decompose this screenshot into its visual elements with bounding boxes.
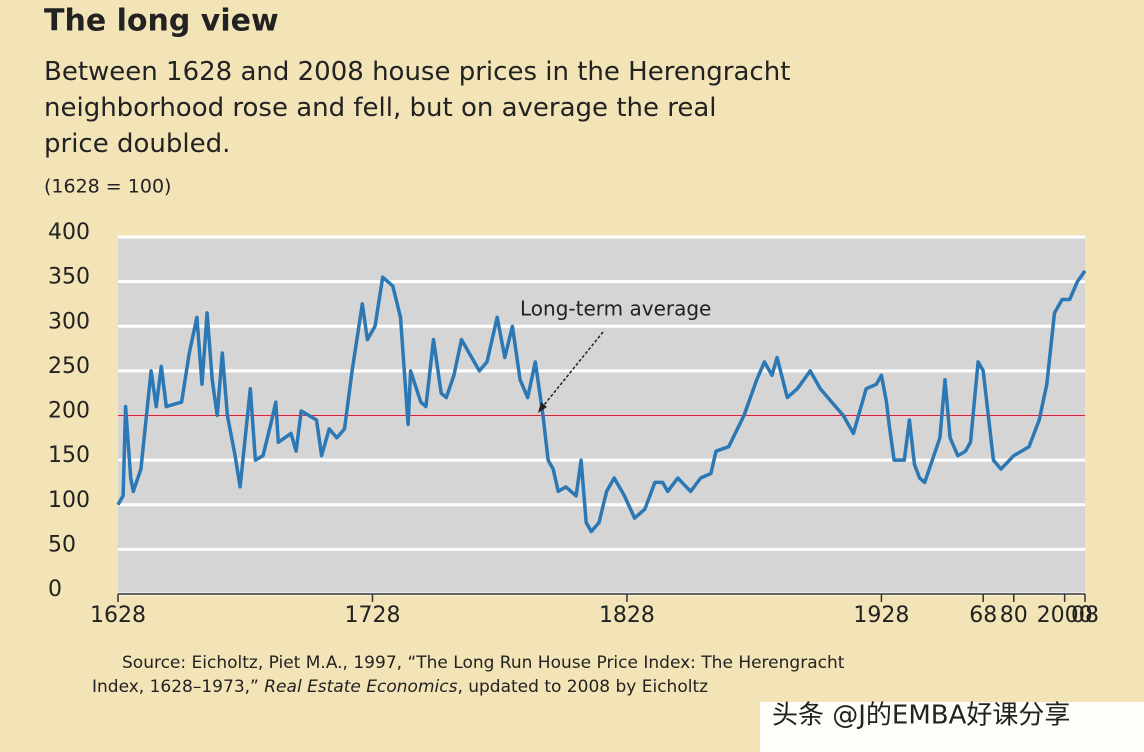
source-line-1: Source: Eicholtz, Piet M.A., 1997, “The … <box>122 653 845 673</box>
y-tick-label: 250 <box>48 354 90 379</box>
x-tick-label: 80 <box>1000 603 1028 628</box>
watermark: 头条 @J的EMBA好课分享 <box>772 701 1070 731</box>
subtitle: Between 1628 and 2008 house prices in th… <box>44 57 790 159</box>
price-line <box>116 269 1087 534</box>
x-tick-label: 1928 <box>853 603 909 628</box>
y-tick-label: 50 <box>48 532 76 557</box>
source-line-2: Index, 1628–1973,” Real Estate Economics… <box>92 677 708 697</box>
y-tick-label: 100 <box>48 488 90 513</box>
x-tick-label: 68 <box>969 603 997 628</box>
y-tick-label: 400 <box>48 220 90 245</box>
x-tick-label: 1728 <box>344 603 400 628</box>
y-tick-label: 200 <box>48 399 90 424</box>
y-tick-label: 350 <box>48 265 90 290</box>
x-tick-label: 1828 <box>599 603 655 628</box>
y-tick-label: 300 <box>48 309 90 334</box>
x-tick-label: 1628 <box>90 603 146 628</box>
y-tick-label: 150 <box>48 443 90 468</box>
watermark-box <box>760 702 1144 752</box>
x-tick-label: 08 <box>1071 603 1099 628</box>
chart-title: The long view <box>44 4 279 39</box>
unit-note: (1628 = 100) <box>44 176 171 198</box>
arrow-head <box>538 402 547 413</box>
y-tick-label: 0 <box>48 577 62 602</box>
source-suffix: , updated to 2008 by Eicholtz <box>457 677 708 697</box>
plot: 0 50 100 150 200 250 300 350 400 1628 1728 1828 1928… <box>48 220 1099 628</box>
x-tick-label: 2000 <box>1037 603 1093 628</box>
annotation: Long-term average <box>520 297 711 321</box>
annotation-arrow <box>539 331 604 411</box>
source-italic: Real Estate Economics <box>264 677 457 697</box>
